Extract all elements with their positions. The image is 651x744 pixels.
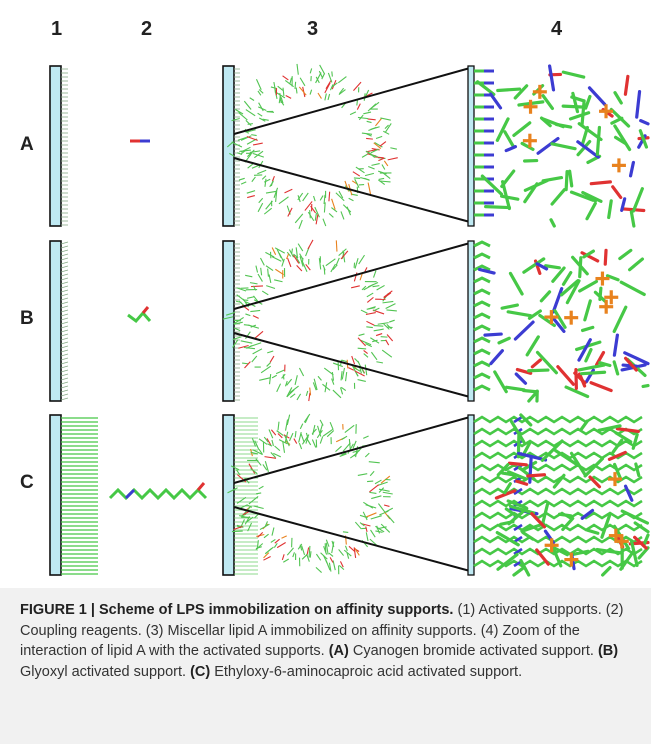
column-number-2: 2 xyxy=(141,18,153,40)
zoomed-interaction xyxy=(467,64,650,228)
caption-label-c: (C) xyxy=(190,663,211,680)
zoom-lines xyxy=(233,416,471,572)
activated-support xyxy=(49,65,68,227)
caption-text-c: Ethyloxy-6-aminocaproic acid activated s… xyxy=(210,663,523,680)
zoomed-interaction xyxy=(467,240,650,403)
coupling-reagent xyxy=(127,306,152,324)
lipid-a-micelle xyxy=(222,63,398,229)
figure-caption: FIGURE 1 | Scheme of LPS immobilization … xyxy=(20,600,632,682)
scheme-illustration xyxy=(49,63,650,577)
lipid-a-micelle xyxy=(222,413,395,576)
zoomed-interaction xyxy=(467,413,650,577)
column-number-4: 4 xyxy=(551,18,563,40)
activated-support xyxy=(49,414,98,576)
row-letter-a: A xyxy=(20,134,34,155)
coupling-reagent xyxy=(108,482,208,501)
caption-label-a: (A) xyxy=(328,643,349,659)
figure-label: FIGURE 1 | Scheme of LPS immobilization … xyxy=(20,602,454,618)
caption-label-b: (B) xyxy=(597,643,619,659)
zoom-lines xyxy=(233,67,471,223)
activated-support xyxy=(49,240,69,402)
lipid-a-micelle xyxy=(222,239,397,402)
column-number-3: 3 xyxy=(307,18,319,40)
caption-text-b: Glyoxyl activated support. xyxy=(20,663,191,680)
column-number-1: 1 xyxy=(51,18,63,40)
zoom-lines xyxy=(233,242,471,398)
caption-part-1: (1) Activated supports. (2) Coupling rea… xyxy=(20,602,624,659)
row-letter-b: B xyxy=(20,308,34,329)
caption-text-a: Cyanogen bromide activated support. xyxy=(348,643,598,659)
row-letter-c: C xyxy=(20,472,34,493)
caption-box xyxy=(0,588,651,744)
